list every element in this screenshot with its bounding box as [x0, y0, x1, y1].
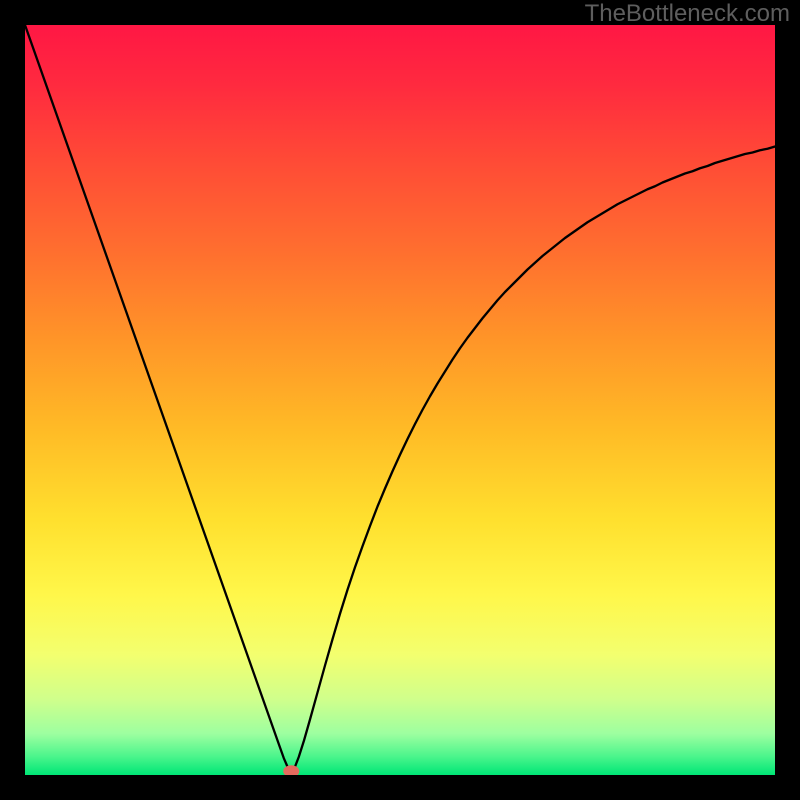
watermark-text: TheBottleneck.com — [585, 0, 790, 28]
bottleneck-chart — [0, 0, 800, 800]
chart-container: TheBottleneck.com — [0, 0, 800, 800]
chart-plot-area — [25, 25, 775, 775]
